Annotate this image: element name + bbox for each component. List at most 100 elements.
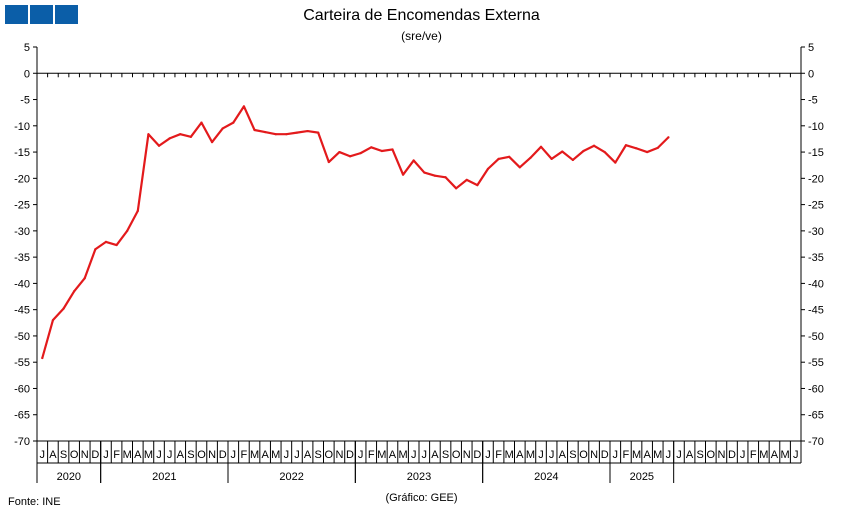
x-tick-label-month: A — [643, 449, 651, 461]
x-tick-label-month: N — [335, 449, 343, 461]
y-tick-label-left: -60 — [14, 383, 30, 395]
data-point — [210, 140, 214, 144]
series-line — [41, 105, 670, 360]
x-tick-label-month: F — [368, 449, 375, 461]
y-tick-label-left: -5 — [20, 95, 30, 107]
x-tick-label-month: M — [526, 449, 535, 461]
x-tick-label-month: M — [632, 449, 641, 461]
data-source: Fonte: INE — [8, 496, 61, 508]
x-tick-label-month: O — [197, 449, 206, 461]
y-tick-label-right: -5 — [808, 95, 818, 107]
data-point — [274, 133, 277, 136]
data-point — [232, 121, 235, 124]
x-tick-label-month: M — [250, 449, 259, 461]
y-tick-label-left: -25 — [14, 200, 30, 212]
y-tick-label-left: -55 — [14, 357, 30, 369]
y-tick-label-left: -70 — [14, 436, 30, 448]
x-tick-label-month: S — [442, 449, 449, 461]
y-tick-label-right: -60 — [808, 383, 824, 395]
x-tick-label-month: F — [241, 449, 248, 461]
y-tick-label-left: -35 — [14, 252, 30, 264]
data-point — [136, 209, 139, 212]
y-tick-label-left: -30 — [14, 226, 30, 238]
x-tick-label-month: N — [717, 449, 725, 461]
y-tick-label-left: -65 — [14, 410, 30, 422]
x-tick-label-month: J — [740, 449, 746, 461]
data-point — [253, 128, 256, 132]
x-tick-label-month: A — [686, 449, 694, 461]
data-point — [444, 176, 447, 179]
data-point — [455, 187, 458, 190]
y-tick-label-right: 5 — [808, 42, 814, 54]
x-tick-label-year: 2024 — [534, 471, 558, 483]
y-tick-label-right: -70 — [808, 436, 824, 448]
data-point — [423, 171, 426, 174]
data-point — [529, 156, 532, 159]
data-point — [359, 152, 362, 155]
logo-block — [5, 5, 28, 24]
x-tick-label-month: M — [505, 449, 514, 461]
data-point — [656, 146, 659, 149]
data-point — [486, 167, 490, 170]
y-tick-label-right: -50 — [808, 331, 824, 343]
x-tick-label-month: J — [485, 449, 491, 461]
data-point — [391, 148, 394, 151]
data-point — [635, 147, 638, 150]
data-point — [348, 155, 352, 158]
data-point — [603, 150, 606, 154]
x-tick-label-month: O — [325, 449, 334, 461]
x-tick-label-month: D — [601, 449, 609, 461]
x-tick-label-month: J — [613, 449, 619, 461]
x-tick-label-month: F — [623, 449, 630, 461]
x-tick-label-month: M — [759, 449, 768, 461]
data-point — [104, 240, 108, 243]
x-tick-label-month: O — [452, 449, 461, 461]
data-point — [264, 131, 267, 134]
x-tick-label-month: D — [219, 449, 227, 461]
x-tick-label-month: J — [40, 449, 46, 461]
data-point — [157, 144, 161, 147]
x-tick-label-month: D — [346, 449, 354, 461]
x-tick-label-month: J — [549, 449, 555, 461]
x-tick-label-month: J — [793, 449, 799, 461]
data-point — [168, 137, 171, 140]
x-tick-label-month: F — [495, 449, 502, 461]
logo-block — [30, 5, 53, 24]
x-tick-label-year: 2025 — [630, 471, 654, 483]
data-point — [51, 319, 55, 322]
y-tick-label-right: -55 — [808, 357, 824, 369]
data-point — [433, 174, 437, 177]
x-tick-label-month: A — [134, 449, 142, 461]
data-point — [412, 159, 415, 162]
x-tick-label-month: M — [653, 449, 662, 461]
y-tick-label-right: -35 — [808, 252, 824, 264]
x-tick-label-month: J — [294, 449, 300, 461]
data-point — [497, 157, 500, 160]
chart-title: Carteira de Encomendas Externa — [303, 7, 540, 24]
x-tick-label-month: J — [666, 449, 672, 461]
x-tick-label-month: N — [590, 449, 598, 461]
data-point — [115, 243, 118, 247]
data-point — [147, 133, 150, 136]
x-tick-label-month: M — [123, 449, 132, 461]
data-point — [189, 135, 192, 138]
x-tick-label-month: O — [707, 449, 716, 461]
data-point — [285, 133, 288, 136]
data-point — [539, 145, 543, 148]
y-tick-label-left: -50 — [14, 331, 30, 343]
data-point — [571, 158, 574, 162]
x-tick-label-month: M — [271, 449, 280, 461]
data-point — [465, 178, 468, 182]
x-tick-label-month: A — [771, 449, 779, 461]
x-tick-label-month: J — [358, 449, 364, 461]
y-tick-label-right: -65 — [808, 410, 824, 422]
data-point — [582, 149, 585, 153]
data-point — [614, 161, 617, 164]
data-point — [200, 121, 203, 124]
x-tick-label-month: F — [750, 449, 757, 461]
x-tick-label-month: A — [431, 449, 439, 461]
data-point — [73, 290, 76, 293]
x-tick-label-month: A — [177, 449, 185, 461]
x-tick-label-month: J — [156, 449, 162, 461]
x-tick-label-month: J — [538, 449, 544, 461]
